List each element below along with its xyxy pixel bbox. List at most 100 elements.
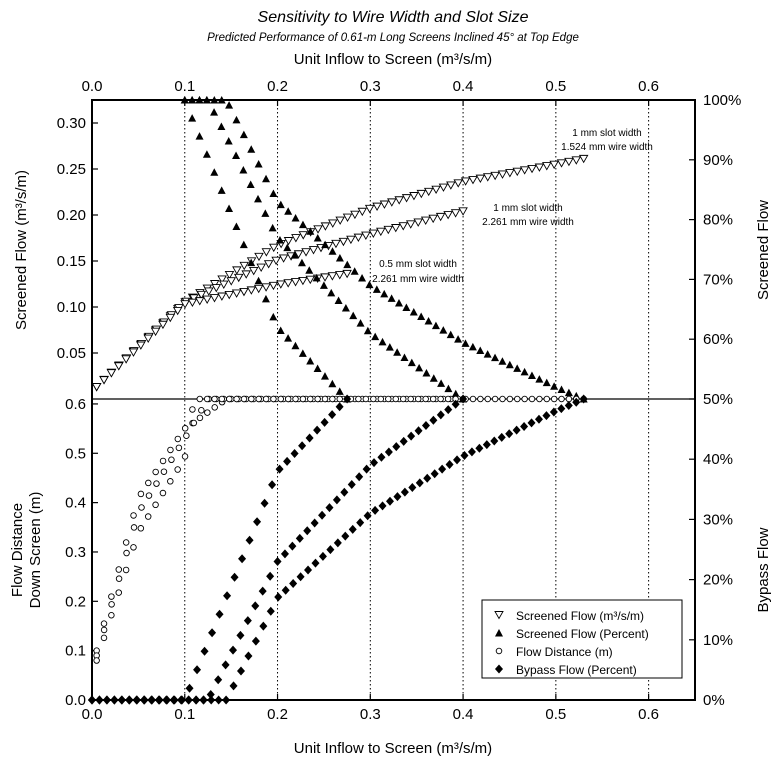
data-point — [520, 367, 529, 376]
data-point — [422, 395, 429, 403]
svg-text:0.5 mm slot width: 0.5 mm slot width — [379, 259, 457, 270]
data-point — [356, 319, 365, 327]
data-point — [368, 229, 379, 238]
data-point — [346, 235, 356, 245]
left-lower-axis-label-line1: Flow Distance — [9, 503, 26, 597]
data-point — [269, 189, 278, 197]
data-point — [332, 495, 341, 505]
data-point — [521, 395, 528, 403]
data-point — [550, 395, 558, 403]
data-point — [193, 665, 202, 675]
data-point — [261, 283, 271, 292]
y-tick-label-right-upper: 60% — [703, 331, 733, 348]
data-point — [313, 364, 322, 373]
data-point — [534, 414, 543, 424]
data-point — [290, 278, 301, 287]
left-upper-axis-label: Screened Flow (m³/s/m) — [13, 170, 30, 330]
data-point — [214, 695, 223, 705]
data-point — [469, 395, 477, 403]
data-point — [438, 464, 447, 474]
data-point — [331, 239, 341, 249]
data-point — [417, 312, 426, 321]
data-point — [438, 183, 449, 192]
data-point — [429, 415, 438, 425]
data-point — [167, 446, 174, 454]
data-point — [468, 342, 477, 351]
data-point — [239, 130, 248, 139]
data-point — [108, 601, 115, 608]
data-point — [445, 460, 454, 470]
data-point — [188, 96, 197, 104]
data-point — [253, 284, 264, 294]
data-point — [372, 285, 381, 293]
data-point — [262, 174, 271, 183]
data-point — [467, 447, 476, 457]
data-point — [284, 334, 293, 342]
top-axis-label: Unit Inflow to Screen (m³/s/m) — [294, 51, 492, 68]
data-point — [133, 695, 142, 705]
data-point — [184, 695, 193, 705]
y-tick-label-right-upper: 50% — [703, 391, 733, 408]
data-point — [217, 186, 226, 194]
data-point — [362, 464, 371, 474]
y-tick-label-left-lower: 0.4 — [65, 495, 86, 512]
data-point — [225, 204, 234, 212]
data-point — [313, 425, 322, 435]
right-upper-axis-label: Screened Flow — [755, 200, 772, 300]
data-point — [392, 395, 400, 403]
data-point — [113, 362, 124, 371]
y-tick-label-left-lower: 0.0 — [65, 692, 86, 709]
data-point — [195, 96, 204, 104]
data-point — [307, 395, 314, 403]
data-point — [266, 571, 275, 581]
data-point — [232, 115, 241, 124]
data-point — [407, 395, 414, 403]
data-point — [143, 334, 153, 343]
data-point — [357, 207, 368, 217]
data-point — [215, 609, 224, 619]
data-point — [297, 258, 306, 267]
data-point — [256, 263, 266, 272]
data-point — [211, 404, 218, 411]
data-point — [261, 209, 270, 217]
legend-marker — [495, 629, 503, 637]
data-point — [247, 145, 256, 153]
data-point — [222, 695, 231, 705]
data-point — [254, 276, 263, 285]
data-point — [429, 395, 437, 403]
data-point — [355, 395, 362, 403]
data-point — [263, 260, 274, 269]
data-point — [138, 504, 145, 511]
data-point — [534, 163, 545, 172]
series-group — [180, 96, 468, 403]
data-point — [431, 185, 441, 195]
data-point — [390, 224, 401, 233]
data-point — [371, 505, 380, 515]
data-point — [536, 395, 543, 403]
data-point — [268, 480, 277, 490]
data-point — [430, 469, 439, 479]
data-point — [196, 414, 204, 422]
data-point — [283, 237, 294, 246]
data-point — [380, 289, 389, 298]
data-point — [275, 464, 284, 474]
data-point — [364, 204, 375, 214]
data-point — [291, 341, 300, 350]
data-point — [218, 395, 226, 403]
data-point — [280, 549, 289, 559]
data-point — [310, 518, 319, 528]
data-point — [291, 234, 301, 243]
data-point — [409, 307, 418, 316]
data-point — [217, 275, 227, 284]
data-point — [370, 458, 379, 468]
data-point — [499, 395, 506, 403]
data-point — [217, 292, 227, 301]
y-tick-label-left-lower: 0.6 — [65, 396, 86, 413]
data-point — [266, 606, 275, 616]
data-point — [188, 114, 197, 122]
x-tick-label-top: 0.5 — [545, 78, 566, 95]
data-point — [303, 526, 312, 536]
x-tick-label-bottom: 0.2 — [267, 706, 288, 723]
data-point — [409, 192, 419, 201]
data-point — [311, 558, 320, 568]
